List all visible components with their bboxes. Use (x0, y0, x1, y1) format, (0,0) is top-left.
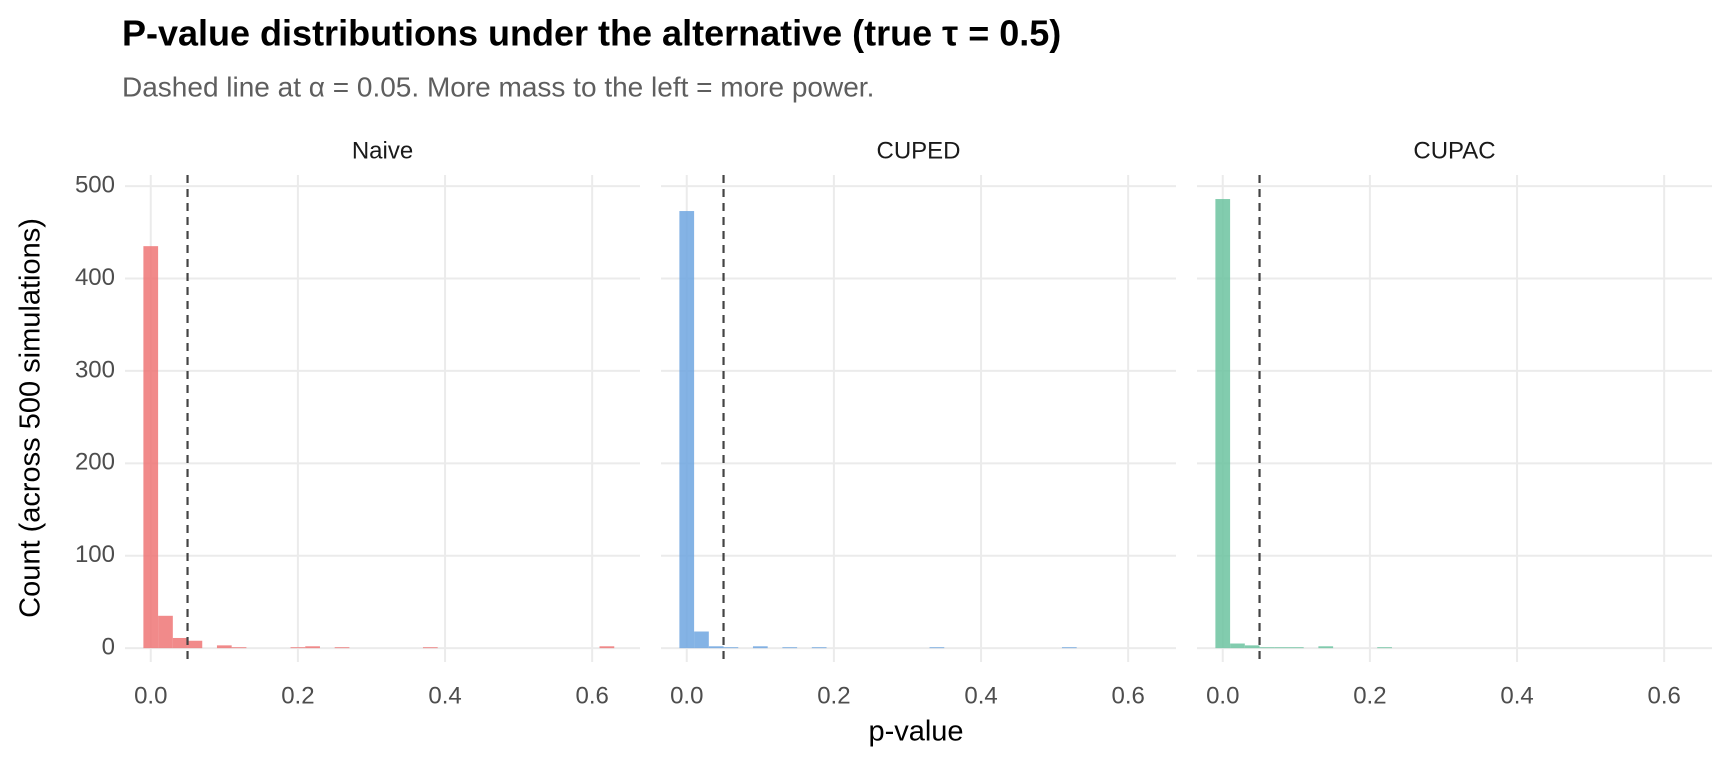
histogram-bar (782, 647, 798, 649)
histogram-bar (1215, 199, 1231, 649)
facet-label: CUPED (876, 137, 960, 164)
histogram-bar (811, 647, 827, 649)
y-tick-label: 100 (75, 541, 115, 568)
histogram-bar (694, 631, 709, 649)
histogram-bar (1244, 645, 1260, 649)
histogram-bar (929, 647, 945, 649)
x-tick-label: 0.0 (1206, 682, 1239, 709)
x-tick-label: 0.2 (1353, 682, 1386, 709)
y-tick-label: 0 (102, 633, 115, 660)
histogram-bar (1274, 647, 1289, 649)
histogram-bar (1377, 647, 1392, 649)
histogram-bar (1061, 647, 1077, 649)
x-tick-label: 0.4 (964, 682, 997, 709)
histogram-bar (1259, 647, 1275, 649)
histogram-bar (599, 646, 615, 649)
x-tick-label: 0.2 (817, 682, 850, 709)
histogram-bar (305, 646, 320, 649)
y-axis-title: Count (across 500 simulations) (15, 218, 47, 618)
histogram-bar (1318, 646, 1334, 649)
x-tick-label: 0.6 (1111, 682, 1144, 709)
histogram-bar (708, 646, 724, 649)
histogram-bar (290, 647, 306, 649)
x-tick-label: 0.4 (428, 682, 461, 709)
x-tick-label: 0.6 (575, 682, 608, 709)
histogram-bar (143, 246, 159, 649)
y-tick-label: 200 (75, 449, 115, 476)
x-tick-label: 0.0 (670, 682, 703, 709)
y-tick-label: 500 (75, 171, 115, 198)
x-tick-label: 0.6 (1647, 682, 1680, 709)
histogram-bar (422, 647, 438, 649)
histogram-bar (231, 647, 247, 649)
x-tick-label: 0.0 (134, 682, 167, 709)
histogram-bar (216, 645, 232, 649)
x-axis-title: p-value (868, 716, 963, 748)
facet-label: Naive (352, 137, 413, 164)
histogram-bar (187, 640, 203, 649)
chart-subtitle: Dashed line at α = 0.05. More mass to th… (122, 71, 874, 102)
histogram-bar (158, 615, 173, 649)
y-tick-label: 300 (75, 356, 115, 383)
facet-label: CUPAC (1413, 137, 1495, 164)
histogram-bar (1230, 643, 1245, 649)
histogram-bar (679, 211, 695, 649)
histogram-bar (752, 646, 768, 649)
histogram-bar (723, 647, 739, 649)
histogram-bar (172, 637, 188, 649)
x-tick-label: 0.2 (281, 682, 314, 709)
x-tick-label: 0.4 (1500, 682, 1533, 709)
histogram-bar (334, 647, 350, 649)
y-tick-label: 400 (75, 264, 115, 291)
histogram-bar (1288, 647, 1304, 649)
chart-title: P-value distributions under the alternat… (122, 13, 1061, 54)
